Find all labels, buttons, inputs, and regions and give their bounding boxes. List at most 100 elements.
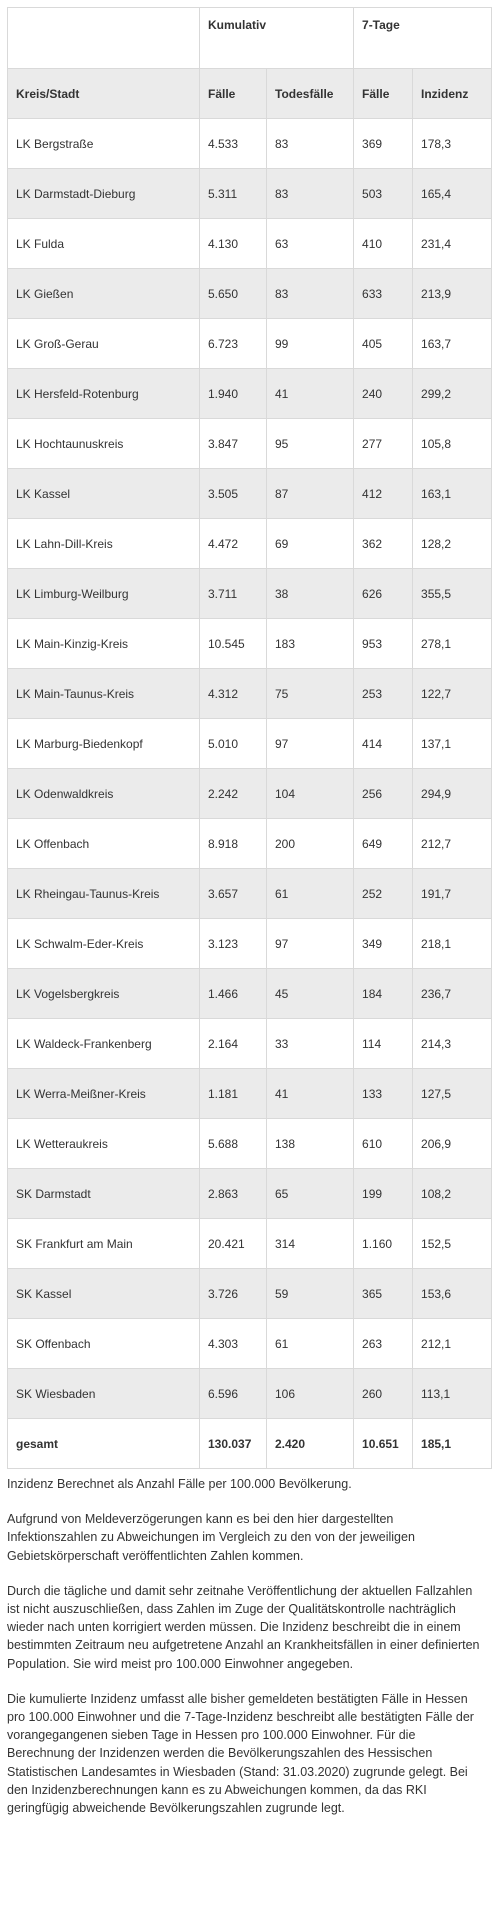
incidence-cell: 214,3: [412, 1018, 493, 1069]
table-row: LK Kassel 3.505 87 412 163,1: [7, 468, 493, 519]
incidence-cell: 355,5: [412, 568, 493, 619]
deaths-cell: 97: [265, 918, 355, 969]
deaths-cell: 106: [265, 1368, 355, 1419]
cases-cell: 6.723: [199, 318, 267, 369]
group-header-cumulative: Kumulativ: [198, 7, 355, 69]
deaths-cell: 99: [265, 318, 355, 369]
district-cell: LK Schwalm-Eder-Kreis: [7, 918, 200, 969]
deaths-cell: 83: [265, 168, 355, 219]
table-row: LK Odenwaldkreis 2.242 104 256 294,9: [7, 768, 493, 819]
column-header-district: Kreis/Stadt: [7, 68, 200, 119]
incidence-cell: 152,5: [412, 1218, 493, 1269]
cases-cell: 4.130: [199, 218, 267, 269]
table-row: SK Darmstadt 2.863 65 199 108,2: [7, 1168, 493, 1219]
seven-day-cases-cell: 252: [353, 868, 414, 919]
seven-day-cases-cell: 405: [353, 318, 414, 369]
incidence-cell: 153,6: [412, 1268, 493, 1319]
table-row: LK Rheingau-Taunus-Kreis 3.657 61 252 191,7: [7, 868, 493, 919]
seven-day-cases-cell: 649: [353, 818, 414, 869]
district-cell: LK Lahn-Dill-Kreis: [7, 518, 200, 569]
district-cell: LK Limburg-Weilburg: [7, 568, 200, 619]
incidence-cell: 128,2: [412, 518, 493, 569]
table-row: LK Darmstadt-Dieburg 5.311 83 503 165,4: [7, 168, 493, 219]
deaths-cell: 87: [265, 468, 355, 519]
column-header-row: Kreis/Stadt Fälle Todesfälle Fälle Inzid…: [7, 68, 493, 119]
district-cell: LK Wetteraukreis: [7, 1118, 200, 1169]
deaths-cell: 83: [265, 268, 355, 319]
group-header-row: Kumulativ 7-Tage: [7, 7, 493, 69]
incidence-cell: 231,4: [412, 218, 493, 269]
district-cell: LK Hochtaunuskreis: [7, 418, 200, 469]
cases-cell: 3.657: [199, 868, 267, 919]
incidence-cell: 165,4: [412, 168, 493, 219]
cases-cell: 2.164: [199, 1018, 267, 1069]
deaths-cell: 75: [265, 668, 355, 719]
incidence-cell: 122,7: [412, 668, 493, 719]
incidence-cell: 299,2: [412, 368, 493, 419]
case-table: Kumulativ 7-Tage Kreis/Stadt Fälle Todes…: [7, 7, 493, 1469]
note-paragraph: Durch die tägliche und damit sehr zeitna…: [7, 1583, 480, 1671]
district-cell: LK Hersfeld-Rotenburg: [7, 368, 200, 419]
cases-cell: 4.533: [199, 118, 267, 169]
incidence-cell: 294,9: [412, 768, 493, 819]
incidence-cell: 191,7: [412, 868, 493, 919]
seven-day-cases-cell: 365: [353, 1268, 414, 1319]
table-row: LK Bergstraße 4.533 83 369 178,3: [7, 118, 493, 169]
incidence-cell: 137,1: [412, 718, 493, 769]
column-header-cases: Fälle: [199, 68, 267, 119]
table-row: LK Groß-Gerau 6.723 99 405 163,7: [7, 318, 493, 369]
table-row: LK Offenbach 8.918 200 649 212,7: [7, 818, 493, 869]
district-cell: LK Waldeck-Frankenberg: [7, 1018, 200, 1069]
incidence-cell: 236,7: [412, 968, 493, 1019]
cases-cell: 6.596: [199, 1368, 267, 1419]
seven-day-cases-cell: 369: [353, 118, 414, 169]
cases-cell: 5.688: [199, 1118, 267, 1169]
seven-day-cases-cell: 114: [353, 1018, 414, 1069]
district-cell: SK Frankfurt am Main: [7, 1218, 200, 1269]
cases-cell: 4.303: [199, 1318, 267, 1369]
incidence-cell: 178,3: [412, 118, 493, 169]
seven-day-cases-cell: 414: [353, 718, 414, 769]
deaths-cell: 59: [265, 1268, 355, 1319]
cases-cell: 8.918: [199, 818, 267, 869]
table-body: LK Bergstraße 4.533 83 369 178,3 LK Darmstadt…: [7, 118, 493, 1469]
table-row: LK Gießen 5.650 83 633 213,9: [7, 268, 493, 319]
incidence-cell: 108,2: [412, 1168, 493, 1219]
deaths-cell: 138: [265, 1118, 355, 1169]
seven-day-cases-cell: 633: [353, 268, 414, 319]
cases-cell: 10.545: [199, 618, 267, 669]
deaths-cell: 45: [265, 968, 355, 1019]
notes-section: Inzidenz Berechnet als Anzahl Fälle per …: [7, 1475, 485, 1834]
seven-day-cases-cell: 184: [353, 968, 414, 1019]
seven-day-cases-cell: 362: [353, 518, 414, 569]
deaths-cell: 33: [265, 1018, 355, 1069]
table-row: SK Frankfurt am Main 20.421 314 1.160 152,5: [7, 1218, 493, 1269]
seven-day-cases-cell: 277: [353, 418, 414, 469]
table-row: LK Fulda 4.130 63 410 231,4: [7, 218, 493, 269]
cases-cell: 4.312: [199, 668, 267, 719]
seven-day-cases-cell: 133: [353, 1068, 414, 1119]
cases-cell: 5.650: [199, 268, 267, 319]
cases-cell: 5.311: [199, 168, 267, 219]
total-seven-day-cases-cell: 10.651: [353, 1418, 414, 1469]
cases-cell: 3.726: [199, 1268, 267, 1319]
district-cell: LK Offenbach: [7, 818, 200, 869]
deaths-cell: 69: [265, 518, 355, 569]
district-cell: SK Offenbach: [7, 1318, 200, 1369]
seven-day-cases-cell: 349: [353, 918, 414, 969]
table-row: LK Lahn-Dill-Kreis 4.472 69 362 128,2: [7, 518, 493, 569]
cases-cell: 1.181: [199, 1068, 267, 1119]
district-cell: LK Werra-Meißner-Kreis: [7, 1068, 200, 1119]
seven-day-cases-cell: 199: [353, 1168, 414, 1219]
seven-day-cases-cell: 1.160: [353, 1218, 414, 1269]
deaths-cell: 65: [265, 1168, 355, 1219]
district-cell: SK Kassel: [7, 1268, 200, 1319]
district-cell: LK Fulda: [7, 218, 200, 269]
seven-day-cases-cell: 626: [353, 568, 414, 619]
deaths-cell: 63: [265, 218, 355, 269]
cases-cell: 3.847: [199, 418, 267, 469]
deaths-cell: 97: [265, 718, 355, 769]
column-header-deaths: Todesfälle: [265, 68, 355, 119]
note-paragraph: Inzidenz Berechnet als Anzahl Fälle per …: [7, 1477, 352, 1491]
district-cell: LK Main-Kinzig-Kreis: [7, 618, 200, 669]
